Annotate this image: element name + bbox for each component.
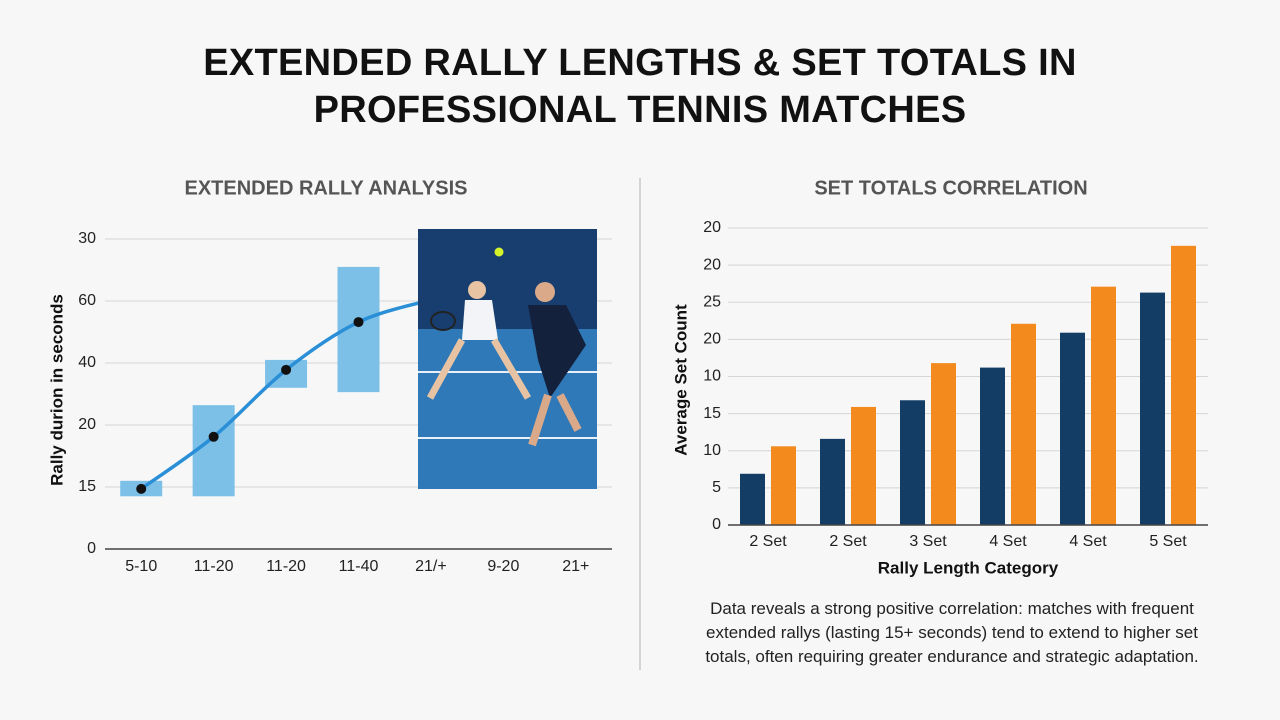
x-tick-label: 5 Set — [1149, 533, 1187, 550]
bar — [931, 363, 956, 525]
player-body — [528, 305, 586, 398]
y-tick-label: 20 — [78, 416, 96, 433]
x-tick-label: 2 Set — [829, 533, 867, 550]
y-tick-label: 5 — [712, 479, 721, 496]
bar — [1091, 286, 1116, 525]
caption: Data reveals a strong positive correlati… — [705, 599, 1199, 666]
bar — [1060, 332, 1085, 525]
data-point — [353, 317, 364, 328]
panel-title: EXTENDED RALLY ANALYSIS — [184, 177, 467, 199]
y-tick-label: 40 — [78, 354, 96, 371]
y-tick-label: 60 — [78, 292, 96, 309]
bar — [1171, 245, 1196, 525]
photo — [418, 229, 597, 489]
bar — [740, 473, 765, 525]
bar — [900, 400, 925, 525]
bar — [980, 367, 1005, 525]
bar — [820, 438, 845, 525]
chart-layer — [105, 227, 1208, 550]
x-tick-label: 21+ — [562, 558, 589, 575]
bar — [851, 406, 876, 525]
x-tick-label: 9-20 — [487, 558, 519, 575]
y-tick-label: 20 — [703, 331, 721, 348]
x-tick-label: 2 Set — [749, 533, 787, 550]
y-tick-label: 10 — [703, 442, 721, 459]
player-head — [468, 281, 486, 299]
y-tick-label: 0 — [712, 516, 721, 533]
x-tick-label: 3 Set — [909, 533, 947, 550]
player-legs — [528, 393, 582, 447]
racket — [430, 311, 456, 331]
y-tick-label: 10 — [703, 368, 721, 385]
range-bar — [192, 405, 235, 497]
tennis-ball — [494, 247, 504, 257]
y-tick-label: 20 — [703, 219, 721, 236]
data-point — [136, 483, 147, 494]
x-tick-label: 11-40 — [339, 558, 379, 575]
x-axis-label: Rally Length Category — [878, 558, 1059, 577]
player-head — [535, 282, 555, 302]
x-tick-label: 4 Set — [989, 533, 1027, 550]
player-legs — [426, 338, 532, 400]
data-point — [281, 364, 292, 375]
y-tick-label: 30 — [78, 230, 96, 247]
y-tick-label: 20 — [703, 256, 721, 273]
page-title: EXTENDED RALLY LENGTHS & SET TOTALS IN P… — [203, 42, 1077, 131]
panel-title: SET TOTALS CORRELATION — [814, 177, 1087, 199]
y-axis-label: Rally durion in seconds — [47, 294, 66, 486]
x-tick-label: 21/+ — [415, 558, 447, 575]
trend-line — [139, 298, 433, 491]
bar — [771, 446, 796, 525]
y-tick-label: 25 — [703, 293, 721, 310]
x-tick-label: 11-20 — [266, 558, 306, 575]
y-axis-label: Average Set Count — [671, 304, 690, 456]
data-point — [208, 431, 219, 442]
x-tick-label: 4 Set — [1069, 533, 1107, 550]
x-tick-label: 5-10 — [125, 558, 157, 575]
bar — [1011, 323, 1036, 525]
y-tick-label: 15 — [78, 478, 96, 495]
y-tick-label: 15 — [703, 405, 721, 422]
x-tick-label: 11-20 — [194, 558, 234, 575]
y-tick-label: 0 — [87, 540, 96, 557]
bar — [1140, 292, 1165, 525]
player-body — [462, 300, 498, 340]
